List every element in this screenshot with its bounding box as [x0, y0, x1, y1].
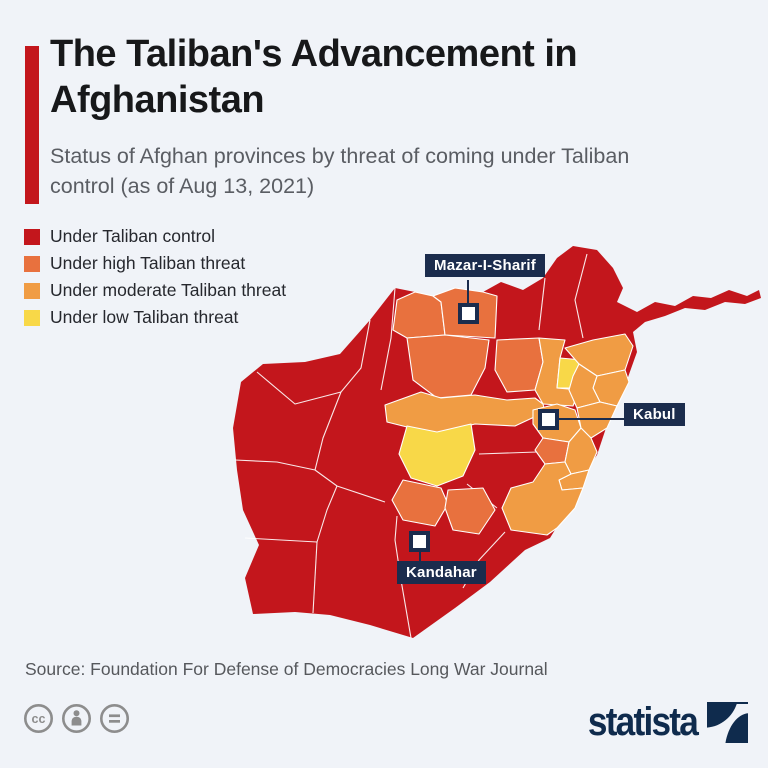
title-accent-bar	[25, 46, 39, 204]
legend-item-control: Under Taliban control	[24, 226, 286, 247]
kabul-city-marker	[538, 409, 559, 430]
province-border-line	[574, 253, 588, 339]
legend-swatch-low	[24, 309, 40, 326]
province-border-line	[380, 287, 396, 391]
svg-text:cc: cc	[32, 712, 46, 726]
legend-swatch-control	[24, 228, 40, 245]
page-subtitle: Status of Afghan provinces by threat of …	[50, 144, 630, 198]
province-border-line	[234, 459, 316, 471]
afghanistan-map	[233, 246, 761, 639]
province-samangan	[494, 337, 544, 393]
mazar-city-label: Mazar-I-Sharif	[425, 254, 545, 277]
legend-swatch-moderate	[24, 282, 40, 299]
legend-swatch-high	[24, 255, 40, 272]
legend: Under Taliban control Under high Taliban …	[24, 226, 286, 328]
province-border-line	[314, 391, 342, 471]
province-border-line	[256, 371, 342, 405]
legend-label: Under Taliban control	[50, 226, 216, 246]
kandahar-city-label: Kandahar	[397, 561, 486, 584]
legend-item-moderate: Under moderate Taliban threat	[24, 280, 286, 301]
source-text: Source: Foundation For Defense of Democr…	[25, 659, 548, 679]
province-sar-e-pul	[406, 334, 490, 399]
statista-wordmark: statista	[587, 700, 699, 744]
legend-label: Under low Taliban threat	[50, 307, 239, 327]
page-title: The Taliban's Advancement in Afghanistan	[50, 33, 578, 121]
province-border-line	[478, 451, 538, 455]
attribution-person-icon	[62, 704, 91, 733]
mazar-city-marker	[458, 303, 479, 324]
equals-icon	[100, 704, 129, 733]
legend-label: Under moderate Taliban threat	[50, 280, 287, 300]
cc-icon: cc	[24, 704, 53, 733]
province-border-line	[538, 277, 546, 331]
province-border-line	[244, 537, 318, 543]
statista-logo-mark	[707, 702, 748, 743]
province-border-line	[312, 541, 318, 614]
province-border-line	[394, 515, 412, 639]
province-kandahar-north	[444, 487, 496, 535]
statista-logo: statista	[573, 700, 748, 745]
province-daykundi	[398, 423, 476, 487]
legend-item-high: Under high Taliban threat	[24, 253, 286, 274]
province-uruzgan	[391, 479, 449, 527]
license-icons: cc	[23, 703, 130, 734]
kandahar-city-marker	[409, 531, 430, 552]
kabul-city-label: Kabul	[624, 403, 685, 426]
province-paktika	[501, 461, 584, 536]
province-border-line	[340, 319, 371, 393]
province-border-line	[316, 485, 338, 543]
kabul-connector-line	[559, 418, 625, 420]
legend-item-low: Under low Taliban threat	[24, 307, 286, 328]
mazar-connector-line	[467, 280, 469, 304]
legend-label: Under high Taliban threat	[50, 253, 246, 273]
kandahar-connector-line	[419, 551, 421, 562]
